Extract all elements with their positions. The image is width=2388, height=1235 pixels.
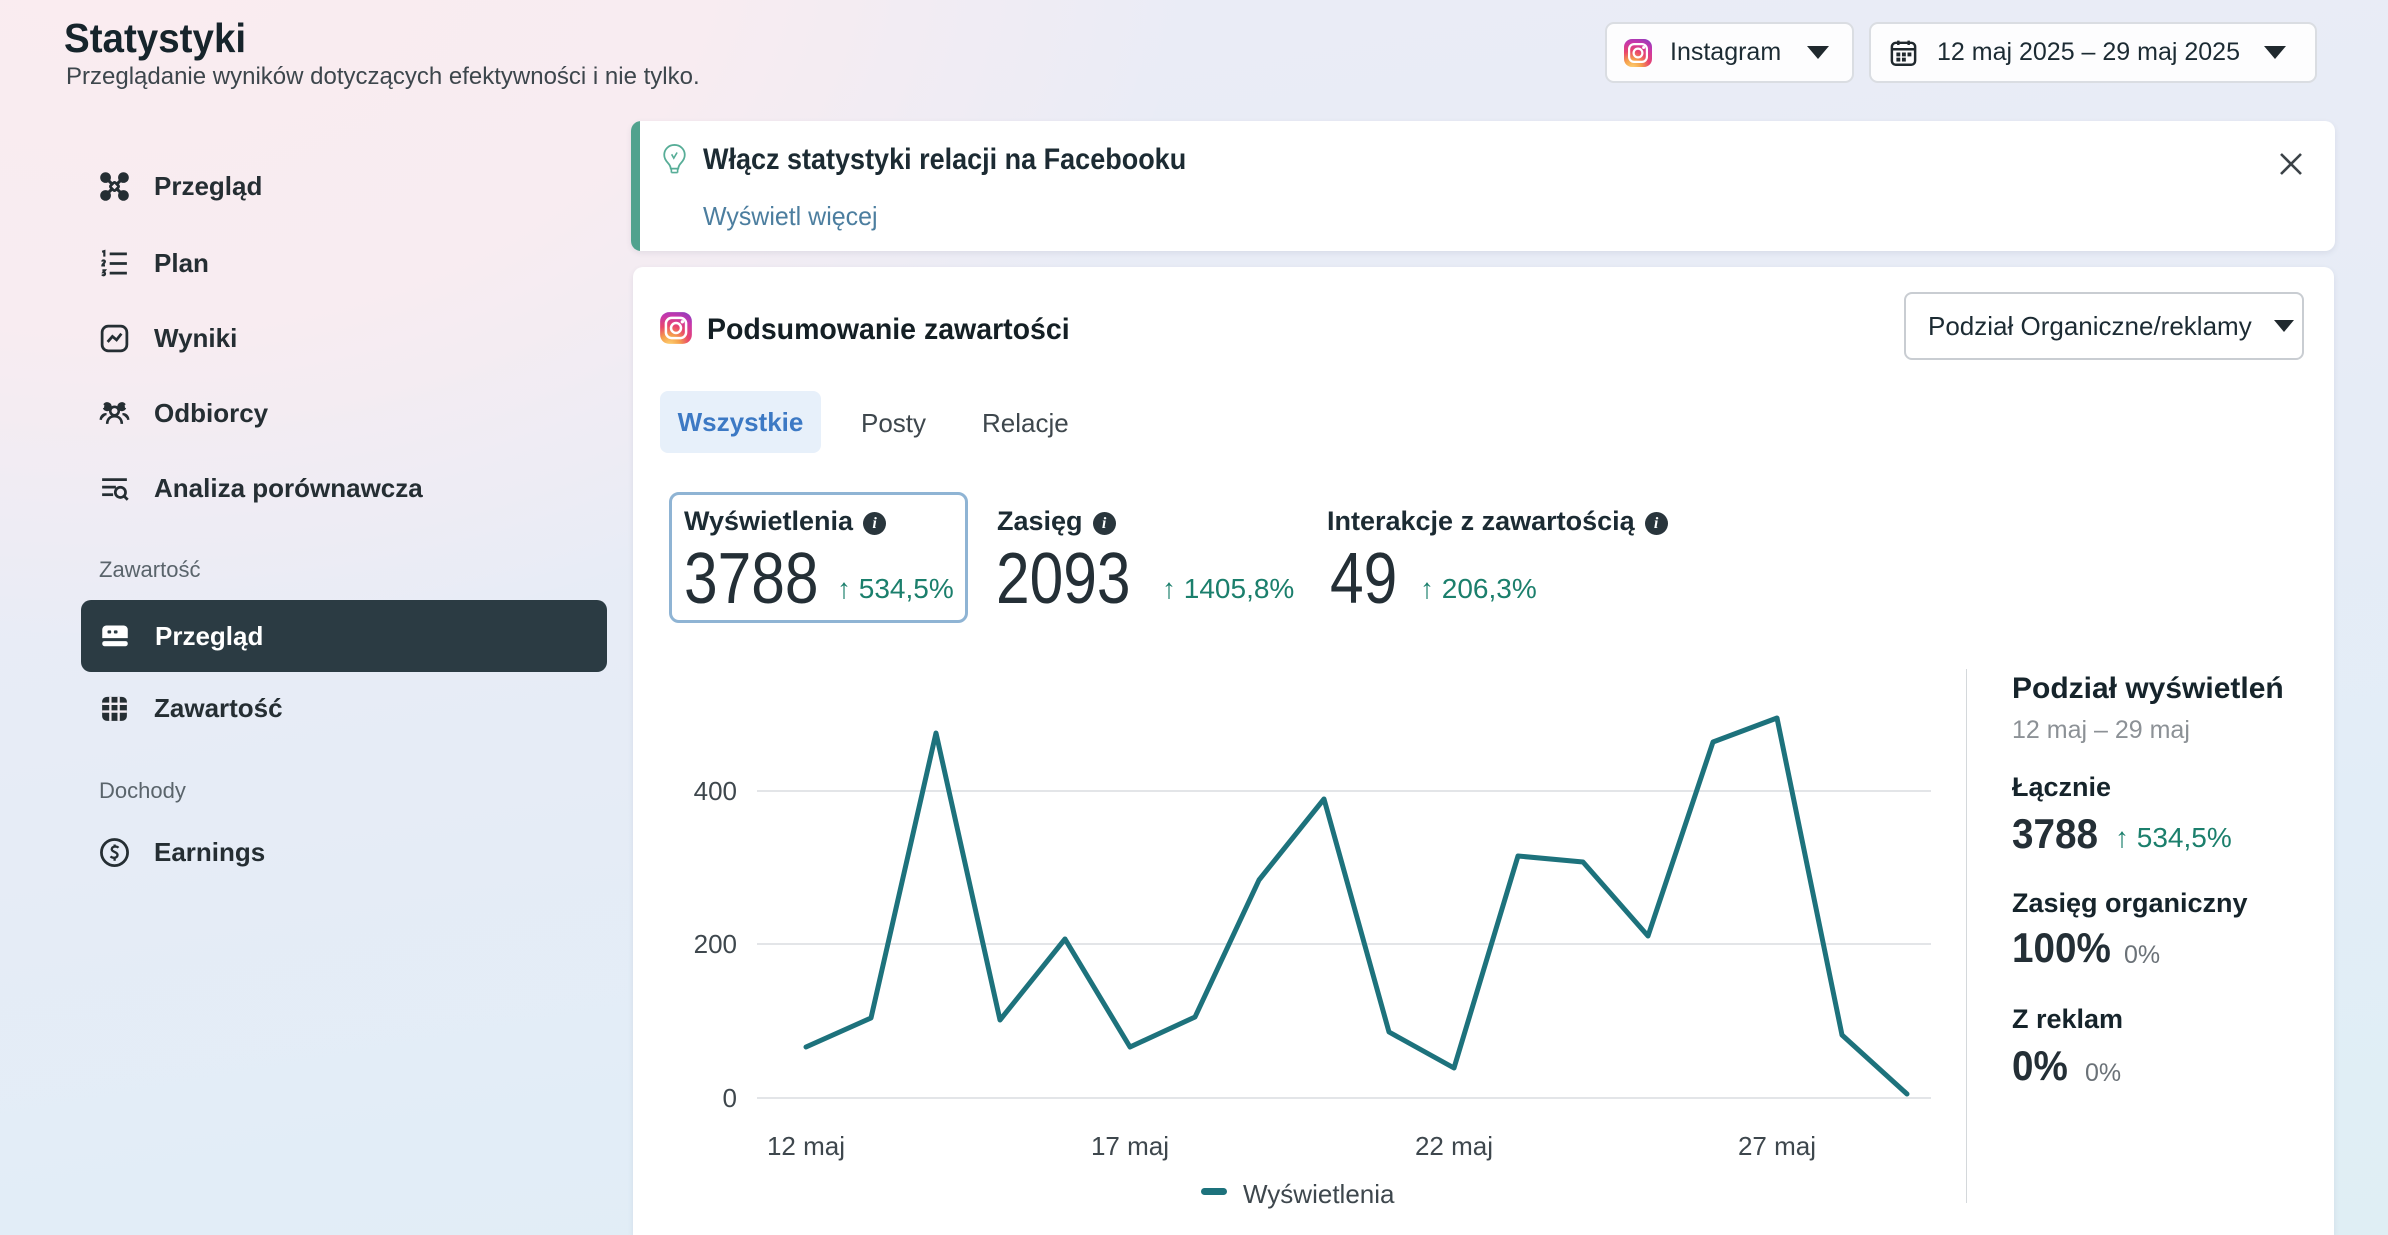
svg-text:200: 200 [694,929,737,959]
svg-text:0: 0 [723,1083,737,1113]
svg-text:22 maj: 22 maj [1415,1131,1493,1161]
svg-text:12 maj: 12 maj [767,1131,845,1161]
svg-text:400: 400 [694,776,737,806]
svg-text:Wyświetlenia: Wyświetlenia [1243,1179,1395,1209]
svg-text:27 maj: 27 maj [1738,1131,1816,1161]
svg-text:17 maj: 17 maj [1091,1131,1169,1161]
